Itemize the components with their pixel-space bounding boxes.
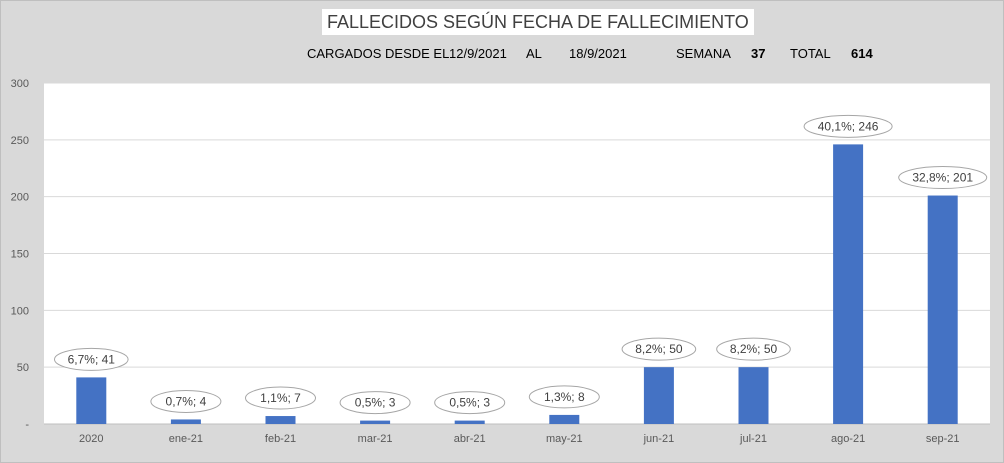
y-tick-label: 200 bbox=[11, 192, 29, 204]
y-tick-label: 250 bbox=[11, 135, 29, 147]
data-label-bubble bbox=[803, 114, 893, 138]
week-label: SEMANA bbox=[676, 46, 731, 61]
bar-feb-21 bbox=[265, 416, 296, 424]
data-label: 1,1%; 7 bbox=[260, 391, 301, 405]
y-tick-label: 300 bbox=[11, 78, 29, 90]
data-label: 40,1%; 246 bbox=[818, 119, 879, 133]
al-label: AL bbox=[526, 46, 542, 61]
data-label-bubble bbox=[898, 166, 988, 190]
total-label: TOTAL bbox=[790, 46, 831, 61]
chart-title: FALLECIDOS SEGÚN FECHA DE FALLECIMIENTO bbox=[322, 9, 754, 35]
x-tick-label: mar-21 bbox=[358, 433, 393, 445]
data-label-bubble bbox=[528, 385, 600, 409]
bar-may-21 bbox=[549, 414, 580, 424]
data-label-bubble bbox=[54, 347, 129, 371]
data-label: 6,7%; 41 bbox=[68, 352, 116, 366]
x-tick-label: jun-21 bbox=[643, 433, 675, 445]
data-label-bubble bbox=[150, 389, 222, 413]
x-tick-label: abr-21 bbox=[454, 433, 486, 445]
bar-2020 bbox=[76, 377, 107, 424]
data-label: 32,8%; 201 bbox=[912, 171, 973, 185]
data-label: 0,7%; 4 bbox=[166, 394, 207, 408]
x-tick-label: may-21 bbox=[546, 433, 583, 445]
y-tick-label: 100 bbox=[11, 305, 29, 317]
bar-jun-21 bbox=[643, 367, 674, 424]
x-tick-label: 2020 bbox=[79, 433, 103, 445]
date-to: 18/9/2021 bbox=[569, 46, 627, 61]
data-label: 8,2%; 50 bbox=[730, 342, 778, 356]
y-tick-label: 150 bbox=[11, 249, 29, 261]
week-value: 37 bbox=[751, 46, 766, 61]
data-label-bubble bbox=[716, 337, 791, 361]
bar-ene-21 bbox=[170, 419, 201, 424]
data-label-bubble bbox=[245, 386, 316, 410]
x-tick-label: sep-21 bbox=[926, 433, 960, 445]
bar-sep-21 bbox=[927, 195, 958, 424]
x-tick-label: ene-21 bbox=[169, 433, 203, 445]
date-from: 12/9/2021 bbox=[449, 46, 507, 61]
bar-ago-21 bbox=[833, 144, 864, 424]
y-tick-label: 50 bbox=[17, 362, 29, 374]
x-tick-label: feb-21 bbox=[265, 433, 296, 445]
data-label: 0,5%; 3 bbox=[355, 396, 396, 410]
bar-abr-21 bbox=[454, 420, 485, 424]
data-label-bubble bbox=[621, 337, 697, 361]
data-label: 0,5%; 3 bbox=[449, 396, 490, 410]
data-label: 1,3%; 8 bbox=[544, 390, 585, 404]
data-label-bubble bbox=[339, 391, 411, 415]
loaded-label: CARGADOS DESDE EL bbox=[307, 46, 450, 61]
data-label-bubble bbox=[434, 391, 506, 415]
data-label: 8,2%; 50 bbox=[635, 342, 683, 356]
bar-mar-21 bbox=[360, 420, 391, 424]
x-tick-label: jul-21 bbox=[739, 433, 767, 445]
y-tick-label: - bbox=[25, 419, 29, 431]
total-value: 614 bbox=[851, 46, 873, 61]
bar-jul-21 bbox=[738, 367, 769, 424]
x-tick-label: ago-21 bbox=[831, 433, 865, 445]
